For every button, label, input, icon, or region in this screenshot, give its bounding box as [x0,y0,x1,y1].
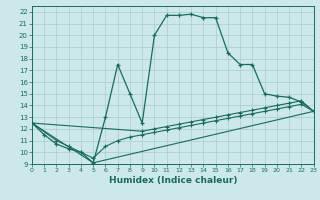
X-axis label: Humidex (Indice chaleur): Humidex (Indice chaleur) [108,176,237,185]
